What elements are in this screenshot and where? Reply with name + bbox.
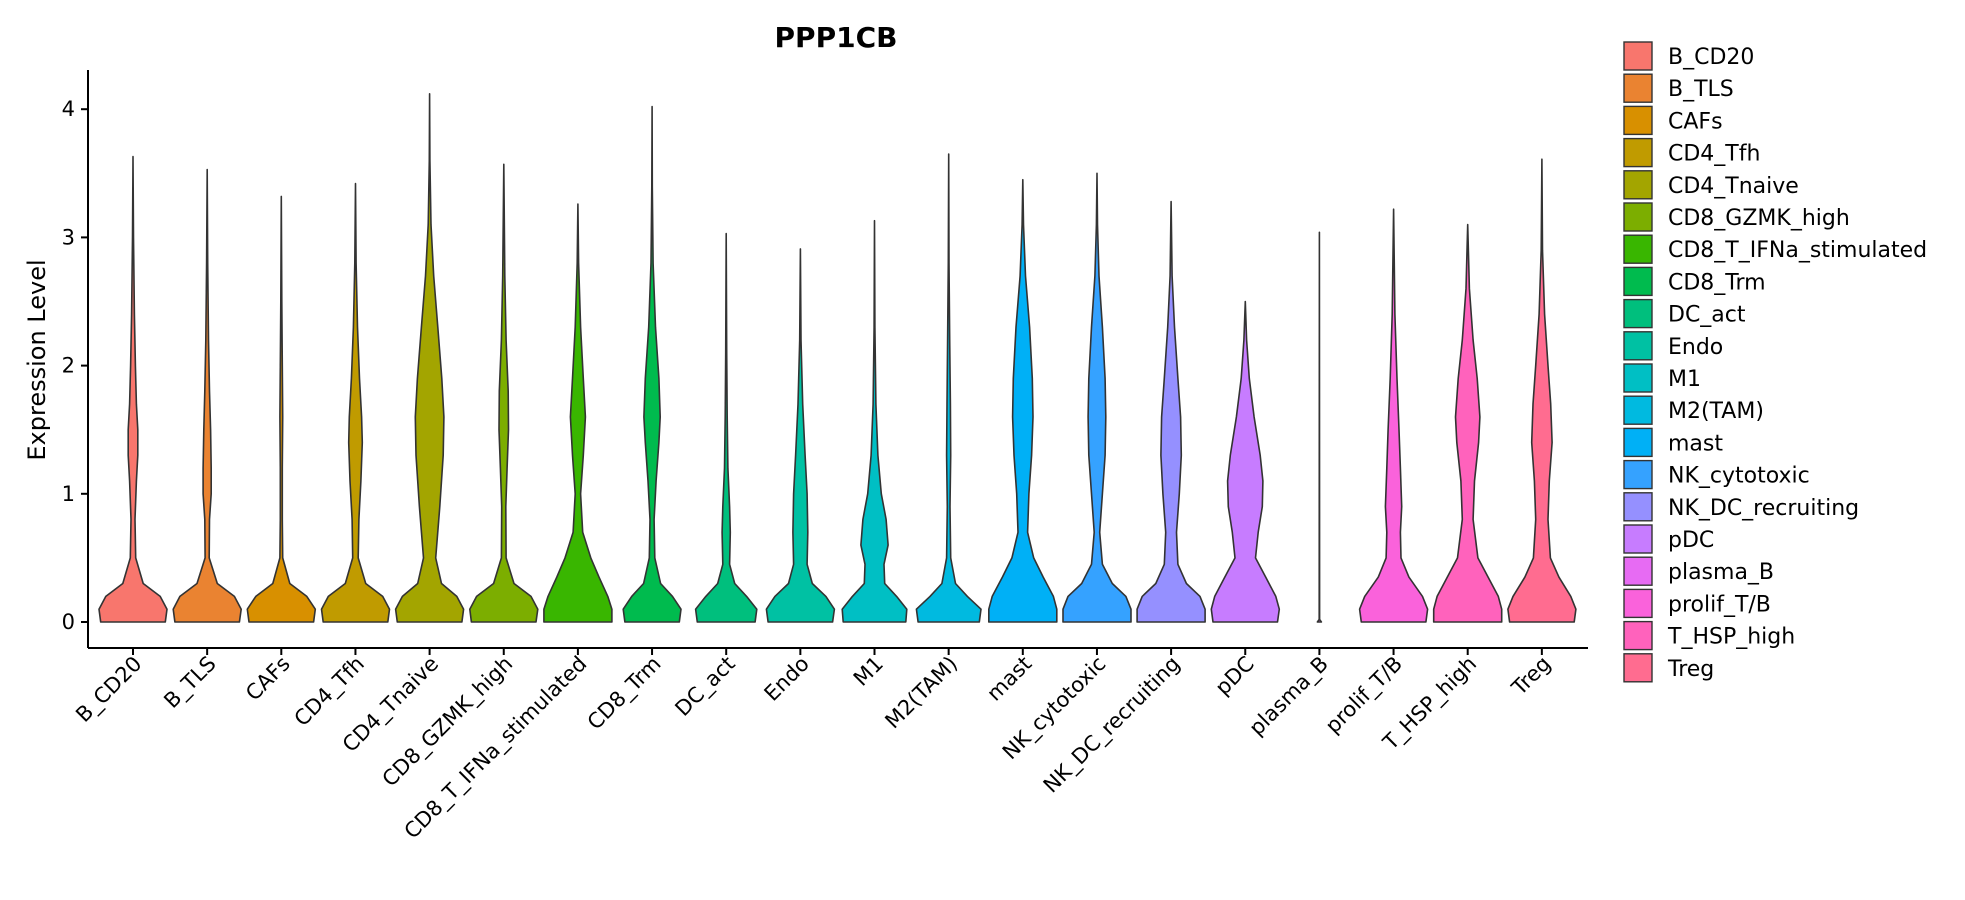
legend-swatch-cd8-trm	[1623, 266, 1653, 297]
legend-label-plasma-b: plasma_B	[1668, 560, 1774, 585]
legend-swatch-cd8-gzmk-high	[1623, 202, 1653, 232]
y-tick-label: 0	[62, 610, 75, 634]
violin-cd8-gzmk-high	[469, 163, 539, 623]
legend-label-cafs: CAFs	[1668, 109, 1723, 134]
violin-nk-dc-recruiting	[1136, 200, 1206, 623]
x-tick-label-m2-tam: M2(TAM)	[880, 652, 962, 734]
legend-label-m2-tam: M2(TAM)	[1668, 399, 1764, 424]
x-tick-label-cafs: CAFs	[241, 652, 295, 706]
legend-label-dc-act: DC_act	[1668, 303, 1746, 328]
legend-label-b-tls: B_TLS	[1668, 77, 1734, 102]
violin-mast	[988, 178, 1058, 623]
y-axis-title: Expression Level	[23, 259, 51, 460]
violin-cd8-trm	[622, 105, 682, 623]
legend-label-mast: mast	[1668, 431, 1723, 456]
x-tick-label-endo: Endo	[760, 652, 814, 706]
legend-swatch-mast	[1623, 427, 1653, 458]
violin-endo	[765, 248, 836, 623]
x-tick-label-m1: M1	[849, 652, 888, 691]
legend-swatch-b-cd20	[1623, 41, 1653, 71]
legend-label-nk-cytotoxic: NK_cytotoxic	[1668, 464, 1810, 489]
chart-title: PPP1CB	[775, 21, 898, 54]
violin-plasma-b	[1316, 231, 1323, 623]
y-tick-label: 2	[62, 354, 75, 378]
legend-swatch-cd4-tnaive	[1623, 170, 1653, 200]
legend-swatch-nk-cytotoxic	[1623, 459, 1653, 490]
violin-b-cd20	[98, 155, 168, 623]
violin-m2-tam	[915, 153, 982, 623]
legend-label-treg: Treg	[1667, 657, 1714, 682]
x-tick-label-nk-dc-recruiting: NK_DC_recruiting	[1039, 652, 1186, 799]
legend-label-cd8-trm: CD8_Trm	[1668, 270, 1766, 295]
legend-swatch-cd8-t-ifna-stimulated	[1623, 234, 1653, 264]
legend-swatch-endo	[1623, 331, 1653, 361]
legend-swatch-treg	[1623, 653, 1653, 683]
violin-cd4-tfh	[320, 182, 391, 623]
y-tick-label: 4	[62, 97, 75, 121]
violin-treg	[1507, 158, 1577, 623]
legend-label-prolif-t-b: prolif_T/B	[1668, 592, 1771, 617]
axes-group	[87, 70, 1588, 649]
legend-swatch-cd4-tfh	[1623, 137, 1653, 168]
violin-pdc	[1210, 300, 1281, 623]
y-tick-label: 1	[62, 482, 75, 506]
legend-label-cd4-tnaive: CD4_Tnaive	[1668, 174, 1799, 199]
x-tick-label-b-cd20: B_CD20	[71, 652, 147, 728]
legend-swatch-b-tls	[1623, 73, 1653, 103]
x-ticks-group: B_CD20 B_TLS CAFsCD4_TfhCD4_TnaiveCD8_GZMK…	[71, 648, 1555, 844]
violin-cd4-tnaive	[394, 93, 465, 623]
x-tick-label-cd8-gzmk-high: CD8_GZMK_high	[378, 652, 518, 792]
legend-swatch-nk-dc-recruiting	[1623, 492, 1653, 522]
legend-label-pdc: pDC	[1668, 528, 1714, 553]
legend-swatch-pdc	[1623, 524, 1653, 554]
legend-swatch-m1	[1623, 363, 1653, 393]
legend-label-cd8-gzmk-high: CD8_GZMK_high	[1668, 206, 1850, 231]
violin-cd8-t-ifna-stimulated	[543, 203, 613, 623]
x-tick-label-dc-act: DC_act	[670, 652, 740, 722]
violin-prolif-t-b	[1358, 208, 1429, 623]
legend-swatch-m2-tam	[1623, 395, 1653, 425]
legend-swatch-cafs	[1623, 105, 1653, 136]
violin-m1	[841, 219, 908, 623]
legend-label-nk-dc-recruiting: NK_DC_recruiting	[1668, 496, 1859, 521]
x-tick-label-mast: mast	[982, 652, 1036, 706]
x-tick-label-treg: Treg	[1506, 652, 1555, 701]
legend-label-endo: Endo	[1668, 335, 1723, 360]
legend-swatch-plasma-b	[1623, 556, 1653, 586]
legend-label-m1: M1	[1668, 367, 1701, 392]
x-tick-label-plasma-b: plasma_B	[1244, 652, 1333, 741]
violin-cafs	[246, 195, 317, 623]
violin-b-tls	[172, 168, 242, 623]
legend-label-t-hsp-high: T_HSP_high	[1667, 625, 1795, 650]
legend-swatch-prolif-t-b	[1623, 588, 1653, 619]
violin-t-hsp-high	[1432, 223, 1503, 623]
y-tick-label: 3	[62, 225, 75, 249]
legend-swatch-t-hsp-high	[1623, 620, 1653, 651]
legend-label-cd4-tfh: CD4_Tfh	[1668, 142, 1760, 167]
violins-group	[98, 93, 1577, 623]
violin-nk-cytotoxic	[1062, 172, 1132, 623]
x-tick-label-b-tls: B_TLS	[159, 652, 221, 714]
x-tick-label-pdc: pDC	[1211, 652, 1259, 700]
legend-swatch-dc-act	[1623, 298, 1653, 329]
legend-label-b-cd20: B_CD20	[1668, 45, 1754, 70]
legend-label-cd8-t-ifna-stimulated: CD8_T_IFNa_stimulated	[1668, 238, 1927, 263]
violin-dc-act	[694, 232, 758, 623]
x-tick-label-cd8-trm: CD8_Trm	[583, 652, 667, 736]
legend: B_CD20 B_TLS CAFs CD4_Tfh CD4_Tnaive CD8_GZMK…	[1623, 41, 1927, 683]
y-ticks-group: 0 1 2 3 4	[62, 97, 88, 634]
